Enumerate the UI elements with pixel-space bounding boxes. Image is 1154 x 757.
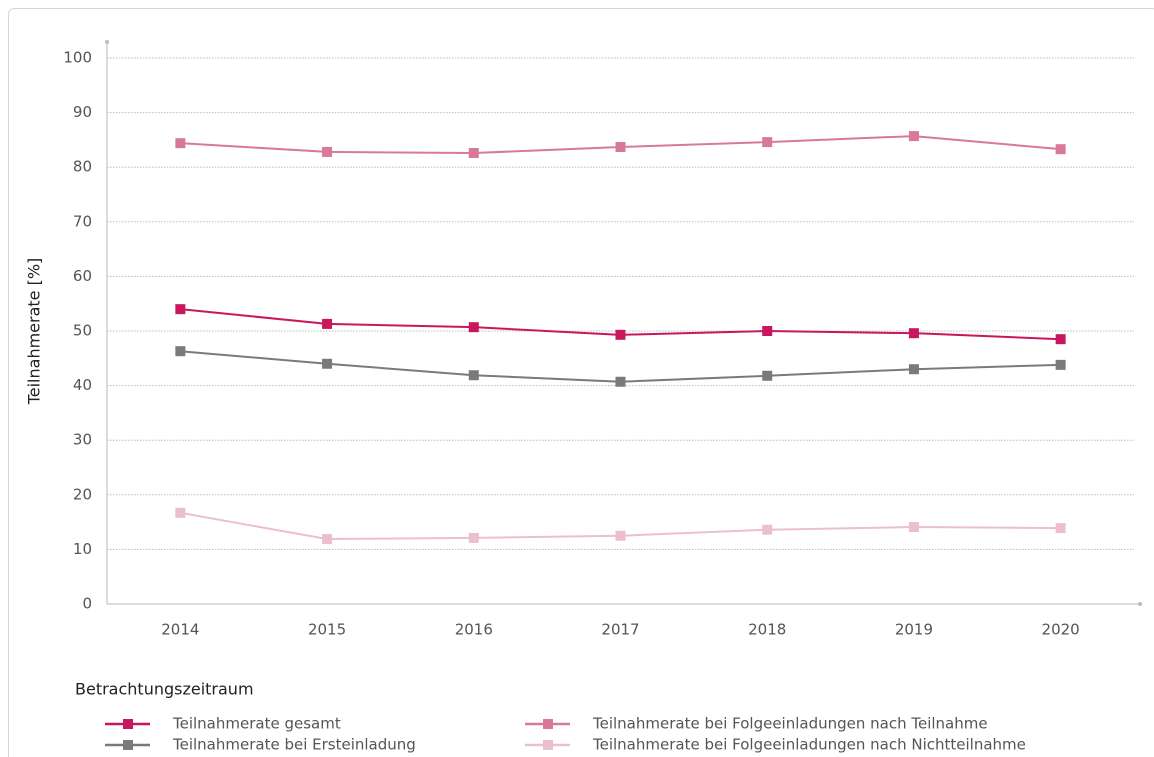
- x-tick-label: 2019: [895, 621, 933, 639]
- point: [468, 532, 479, 543]
- legend-label: Teilnahmerate bei Folgeeinladungen nach …: [592, 715, 988, 733]
- point: [908, 522, 919, 533]
- point: [468, 322, 479, 333]
- card: [8, 8, 1154, 757]
- point: [1055, 144, 1066, 155]
- legend-label: Teilnahmerate bei Folgeeinladungen nach …: [592, 736, 1026, 754]
- legend-label: Teilnahmerate gesamt: [172, 715, 341, 733]
- legend-marker: [123, 719, 133, 729]
- point: [322, 534, 333, 545]
- point: [615, 329, 626, 340]
- point: [175, 346, 186, 357]
- legend-marker: [543, 719, 553, 729]
- y-tick-label: 70: [73, 212, 92, 230]
- point: [908, 328, 919, 339]
- x-tick-label: 2015: [308, 621, 346, 639]
- y-tick-label: 20: [73, 485, 92, 503]
- point: [1055, 359, 1066, 370]
- x-axis-label: Betrachtungszeitraum: [75, 680, 254, 699]
- point: [1055, 334, 1066, 345]
- legend-marker: [123, 740, 133, 750]
- y-tick-label: 50: [73, 322, 92, 340]
- y-axis-label: Teilnahmerate [%]: [25, 258, 44, 406]
- legend-marker: [543, 740, 553, 750]
- point: [322, 358, 333, 369]
- point: [175, 304, 186, 315]
- x-tick-label: 2020: [1042, 621, 1080, 639]
- point: [615, 530, 626, 541]
- point: [175, 507, 186, 518]
- axis-end: [1138, 602, 1142, 606]
- y-tick-label: 90: [73, 103, 92, 121]
- y-tick-label: 30: [73, 431, 92, 449]
- point: [908, 364, 919, 375]
- point: [468, 370, 479, 381]
- x-tick-label: 2014: [161, 621, 199, 639]
- x-tick-label: 2016: [455, 621, 493, 639]
- point: [322, 318, 333, 329]
- point: [762, 370, 773, 381]
- x-tick-label: 2017: [601, 621, 639, 639]
- point: [762, 524, 773, 535]
- x-tick-label: 2018: [748, 621, 786, 639]
- point: [762, 137, 773, 148]
- point: [1055, 523, 1066, 534]
- point: [615, 141, 626, 152]
- point: [615, 376, 626, 387]
- point: [175, 138, 186, 149]
- point: [762, 326, 773, 336]
- y-tick-label: 80: [73, 158, 92, 176]
- axis-end: [105, 40, 109, 44]
- y-tick-label: 100: [63, 49, 92, 67]
- point: [468, 148, 479, 159]
- y-tick-label: 10: [73, 540, 92, 558]
- point: [908, 131, 919, 142]
- y-tick-label: 0: [82, 595, 92, 613]
- legend-label: Teilnahmerate bei Ersteinladung: [172, 736, 416, 754]
- y-tick-label: 60: [73, 267, 92, 285]
- y-tick-label: 40: [73, 376, 92, 394]
- point: [322, 146, 333, 157]
